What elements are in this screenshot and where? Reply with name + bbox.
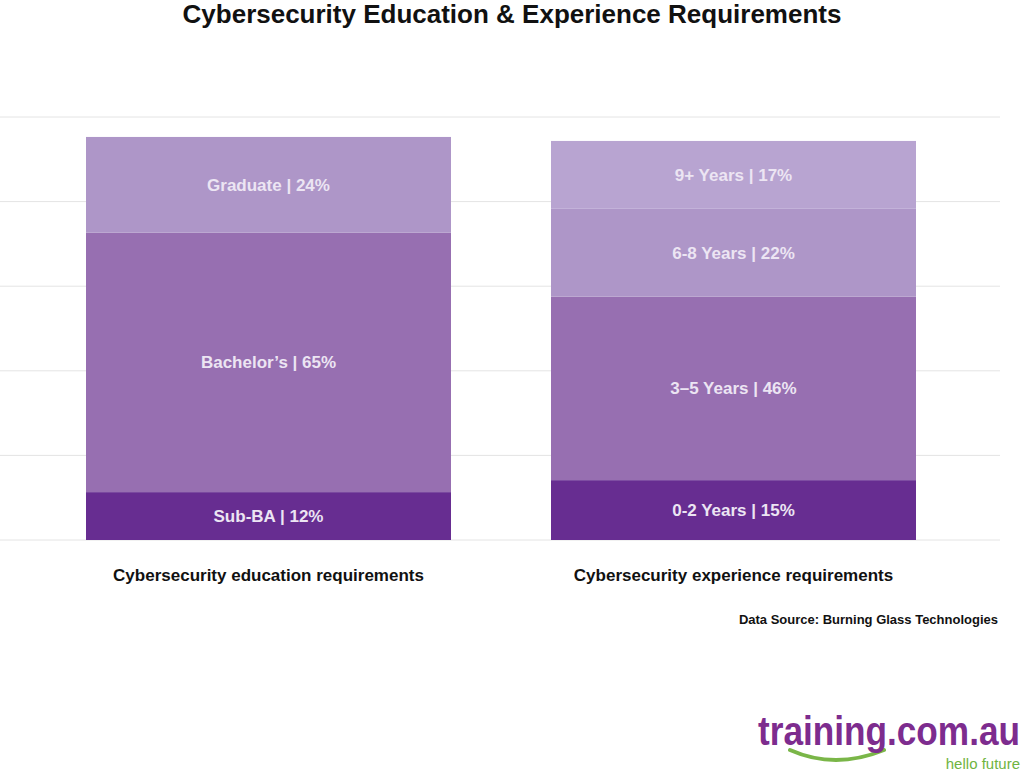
bars — [551, 141, 916, 540]
title: Cybersecurity Education & Experience Req… — [183, 0, 842, 29]
bar-segment — [551, 209, 916, 297]
data-label: Bachelor’s | 65% — [201, 353, 336, 372]
brand: training.com.au — [758, 709, 1020, 753]
data-label: 3–5 Years | 46% — [670, 379, 796, 398]
chart: 0-2 Years | 15% 3–5 Years | 46% 6-8 Years … — [500, 117, 1000, 585]
grid-line — [0, 117, 500, 118]
grid-line — [500, 117, 1000, 118]
bar-segment — [86, 492, 451, 540]
source: Data Source: Burning Glass Technologies — [739, 612, 998, 627]
data-label: 6-8 Years | 22% — [672, 244, 795, 263]
chart-canvas: Cybersecurity Education & Experience Req… — [0, 0, 1024, 774]
logo: training.com.au hello future — [758, 709, 1020, 772]
bar-segment — [86, 137, 451, 233]
bar-segment — [551, 141, 916, 209]
chart: Sub-BA | 12% Bachelor’s | 65% Graduate | 2… — [0, 117, 500, 585]
data-label: Graduate | 24% — [207, 176, 330, 195]
data-labels: 0-2 Years | 15% 3–5 Years | 46% 6-8 Years … — [670, 166, 796, 520]
data-label: Sub-BA | 12% — [214, 507, 324, 526]
data-label: 9+ Years | 17% — [675, 166, 792, 185]
tagline: hello future — [946, 755, 1020, 772]
bar-segment — [551, 297, 916, 481]
bar-segment — [551, 480, 916, 540]
data-label: 0-2 Years | 15% — [672, 501, 795, 520]
data-labels: Sub-BA | 12% Bachelor’s | 65% Graduate | 2… — [201, 176, 336, 526]
bars — [86, 137, 451, 540]
category-label: Cybersecurity experience requirements — [574, 566, 893, 585]
bar-segment — [86, 233, 451, 492]
category-label: Cybersecurity education requirements — [113, 566, 424, 585]
